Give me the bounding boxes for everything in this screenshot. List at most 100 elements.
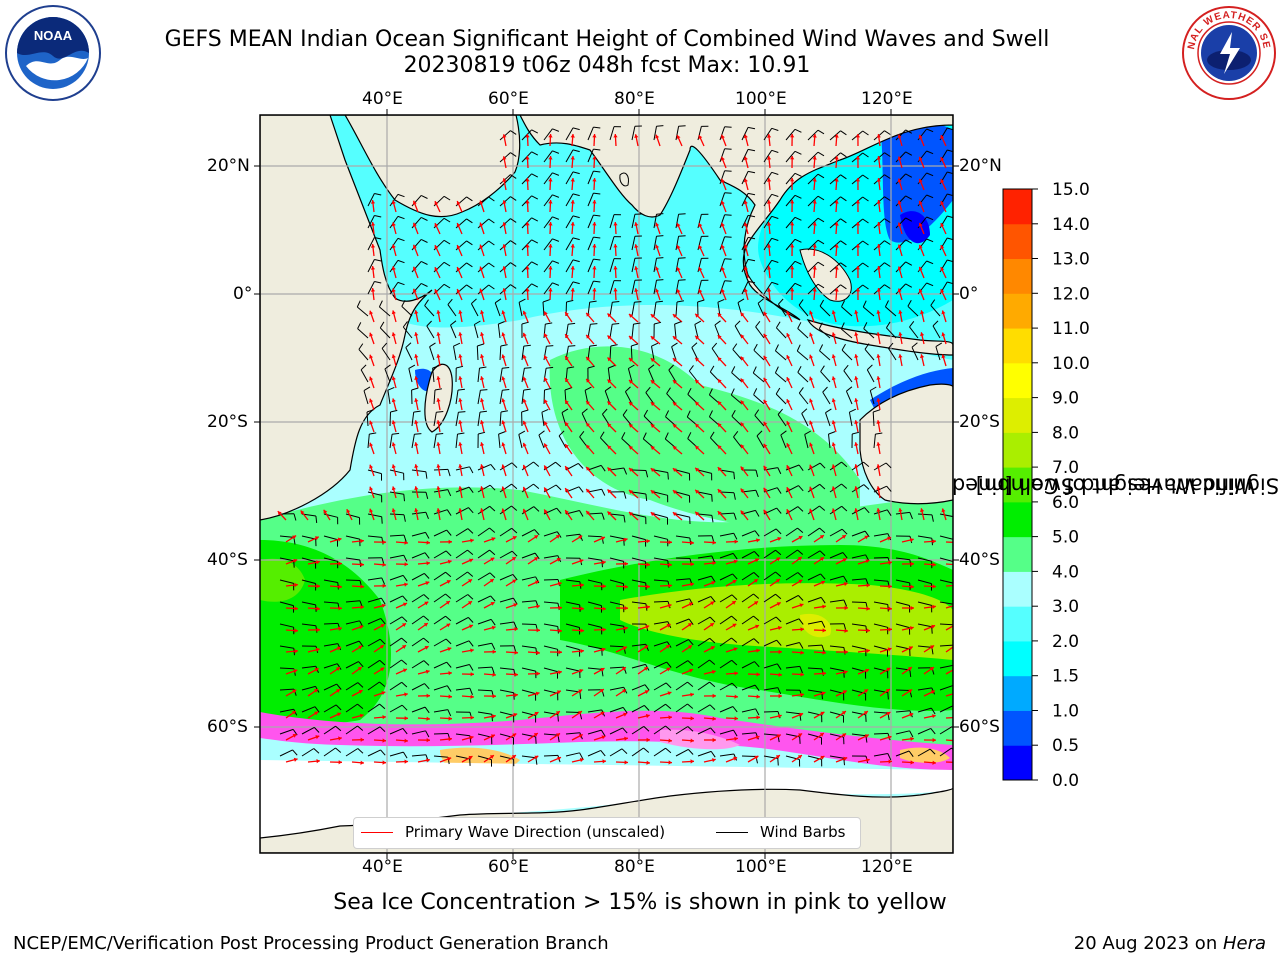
wind-barb-flag — [521, 321, 529, 325]
wave-direction-arrowhead — [754, 601, 758, 606]
wind-barb-flag — [397, 259, 405, 264]
wave-direction-arrowhead — [695, 401, 700, 406]
wind-barb-flag — [379, 321, 385, 329]
wave-direction-arrowhead — [548, 178, 553, 182]
wave-direction-arrowhead — [876, 376, 881, 380]
wind-barb — [455, 434, 458, 449]
wave-direction-arrowhead — [613, 266, 618, 270]
wind-barb — [609, 557, 624, 562]
wind-barb — [763, 238, 773, 251]
wave-direction-arrowhead — [711, 581, 716, 585]
wind-barb-flag — [907, 299, 912, 307]
wave-direction-arrowhead — [763, 333, 768, 338]
wave-direction-arrowhead — [743, 134, 748, 139]
wave-direction-arrowhead — [403, 602, 407, 607]
wind-barb — [345, 579, 361, 581]
wind-barb-flag — [884, 174, 891, 179]
wind-barb-flag — [456, 365, 464, 369]
wind-barb — [389, 216, 399, 229]
wind-barb-flag — [724, 148, 732, 150]
wind-barb — [587, 214, 594, 229]
wind-barb-flag — [531, 173, 539, 178]
wave-direction-arrowhead — [918, 266, 923, 271]
wave-direction-arrowhead — [740, 356, 745, 361]
wave-direction-arrowhead — [831, 442, 836, 447]
wind-barb — [785, 549, 798, 559]
wind-barb — [558, 435, 567, 449]
wind-barb-flag — [634, 301, 642, 303]
wind-barb-flag — [467, 549, 474, 555]
wind-barb-flag — [552, 172, 560, 176]
wave-direction-arrowhead — [448, 539, 452, 544]
wind-barb — [455, 616, 469, 625]
wind-barb-flag — [443, 217, 451, 223]
wind-barb-flag — [500, 410, 508, 413]
wind-barb — [763, 150, 773, 163]
wind-barb-flag — [926, 150, 934, 155]
wind-barb-flag — [849, 408, 857, 413]
wave-direction-arrowhead — [854, 332, 859, 336]
wave-direction-arrowhead — [382, 583, 386, 588]
wave-direction-arrowhead — [940, 179, 945, 184]
wind-barb — [455, 594, 469, 603]
wind-barb-flag — [599, 431, 605, 439]
wind-barb-flag — [840, 262, 847, 268]
wave-direction-arrowhead — [601, 536, 605, 541]
wind-barb-flag — [502, 367, 510, 369]
wave-direction-arrowhead — [629, 380, 633, 384]
wave-direction-arrowhead — [775, 579, 780, 583]
wave-direction-arrowhead — [831, 376, 836, 381]
wind-barb-flag — [523, 344, 531, 347]
wind-barb-flag — [577, 463, 584, 469]
wind-barb — [609, 324, 613, 339]
wind-barb — [732, 349, 743, 361]
wave-direction-arrowhead — [855, 288, 861, 292]
wave-direction-arrowhead — [502, 178, 507, 182]
wind-barb-flag — [612, 323, 620, 325]
wind-barb-flag — [771, 149, 779, 153]
wind-barb — [389, 534, 405, 537]
wind-barb — [895, 579, 910, 584]
wind-barb-flag — [926, 128, 934, 133]
wave-direction-arrowhead — [458, 310, 463, 314]
wave-direction-arrowhead — [717, 445, 722, 450]
wind-barb — [565, 259, 574, 273]
wind-barb — [609, 126, 615, 141]
wind-barb-flag — [884, 240, 891, 245]
wave-direction-arrowhead — [668, 583, 672, 588]
wind-barb — [301, 601, 316, 606]
wind-barb-flag — [731, 409, 736, 417]
wind-barb — [801, 413, 809, 427]
wind-barb-flag — [558, 430, 565, 437]
wind-barb-flag — [445, 615, 452, 622]
wind-barb-flag — [392, 432, 400, 435]
wind-barb — [477, 505, 490, 515]
wind-barb — [587, 192, 594, 207]
wind-barb-flag — [926, 172, 934, 177]
wind-barb — [389, 595, 403, 603]
wind-barb — [543, 579, 559, 581]
wind-barb-flag — [678, 125, 686, 127]
wind-barb — [538, 434, 545, 449]
wave-direction-arrowhead — [690, 562, 694, 567]
wind-barb-flag — [863, 461, 870, 467]
wave-direction-arrowhead — [842, 558, 847, 562]
wind-barb — [455, 390, 459, 405]
wind-barb — [819, 305, 831, 317]
wind-barb-flag — [546, 366, 554, 369]
wave-direction-arrowhead — [831, 508, 836, 513]
wind-barb-flag — [511, 462, 518, 468]
wave-direction-arrowhead — [918, 222, 923, 227]
wind-barb — [895, 217, 907, 229]
wind-barb — [785, 172, 796, 185]
wind-barb — [499, 505, 512, 515]
noaa-logo-icon: NOAA — [5, 5, 101, 101]
wind-barb — [631, 302, 635, 317]
wave-direction-arrowhead — [834, 134, 839, 138]
wave-direction-arrowhead — [763, 311, 768, 316]
wave-direction-arrowhead — [414, 332, 419, 336]
wind-barb — [609, 236, 615, 251]
wind-barb-flag — [870, 386, 877, 391]
wave-direction-arrowhead — [522, 354, 527, 359]
wind-barb — [521, 600, 536, 603]
